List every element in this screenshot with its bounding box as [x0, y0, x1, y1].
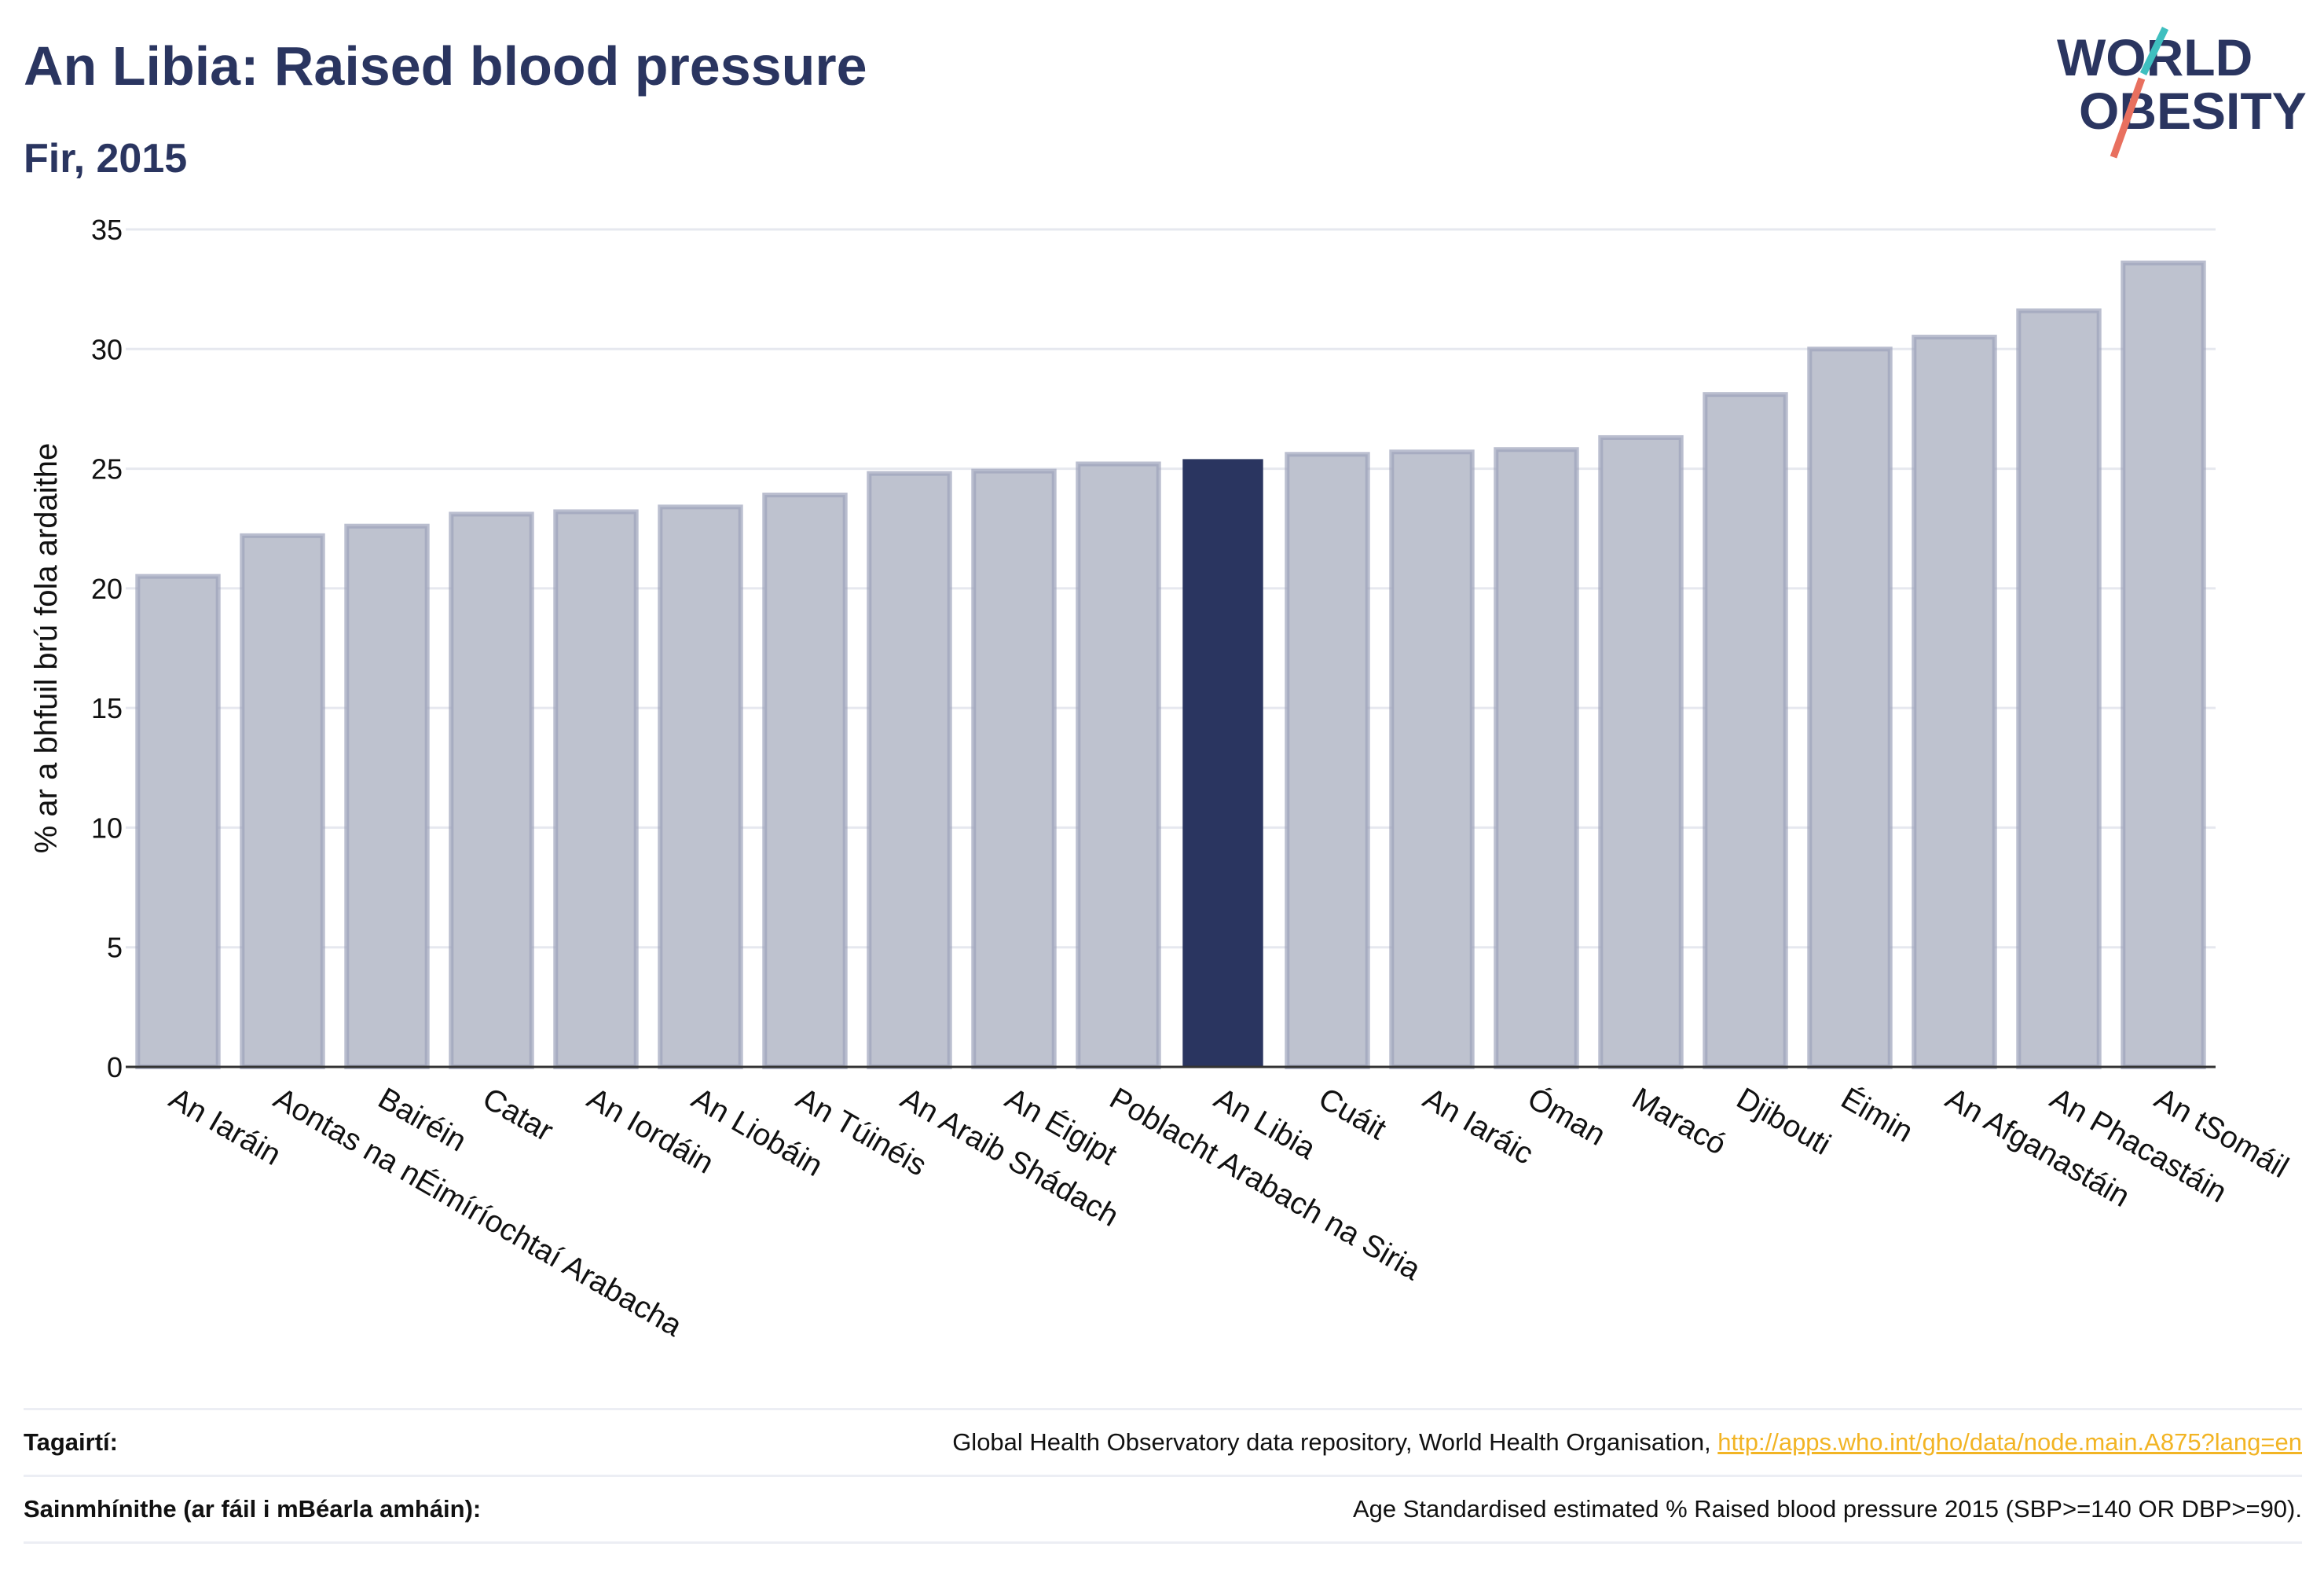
page-subtitle: Fir, 2015 [24, 136, 188, 181]
y-tick-label: 10 [91, 812, 123, 844]
y-tick-label: 30 [91, 333, 123, 365]
bar [1389, 449, 1475, 1069]
bar [240, 533, 325, 1069]
logo-red-slash [2110, 77, 2146, 159]
x-tick-label: Catar [477, 1082, 559, 1149]
y-tick-label: 35 [91, 214, 123, 246]
references-value: Global Health Observatory data repositor… [952, 1428, 2302, 1457]
bar [658, 504, 743, 1069]
bar [449, 511, 534, 1069]
footer-divider-bottom [24, 1541, 2302, 1544]
bar [1598, 434, 1684, 1069]
world-obesity-logo: WORLD OBESITY [2057, 27, 2307, 159]
x-tick-label: An Iaráin [163, 1082, 287, 1172]
bar [135, 574, 221, 1069]
bar [1807, 346, 1893, 1069]
bar [762, 493, 848, 1069]
y-tick-label: 15 [91, 692, 123, 724]
x-tick-label: Maracó [1626, 1082, 1732, 1162]
logo-teal-slash [2139, 27, 2169, 75]
bar [553, 509, 639, 1069]
footer-divider-top [24, 1408, 2302, 1410]
bar [1912, 335, 1997, 1069]
bar [971, 468, 1057, 1069]
bars [135, 260, 2206, 1070]
bar-highlighted [1182, 459, 1263, 1067]
references-text: Global Health Observatory data repositor… [952, 1428, 1718, 1456]
references-link[interactable]: http://apps.who.int/gho/data/node.main.A… [1717, 1428, 2302, 1456]
y-tick-label: 25 [91, 453, 123, 486]
x-tick-label: Cuáit [1313, 1082, 1391, 1147]
y-tick-label: 20 [91, 573, 123, 605]
bar [1494, 447, 1579, 1069]
bar [867, 471, 952, 1069]
y-tick-labels: 0 5 10 15 20 25 30 35 [91, 214, 123, 1083]
bar [1703, 392, 1788, 1069]
definitions-text: Age Standardised estimated % Raised bloo… [1352, 1495, 2302, 1523]
references-row: Tagairtí: Global Health Observatory data… [24, 1410, 2302, 1475]
bar [344, 523, 430, 1069]
bar [2121, 260, 2206, 1069]
x-tick-label: An Phacastáin [2044, 1082, 2232, 1210]
logo-line2: OBESITY [2079, 82, 2307, 140]
bar [1076, 461, 1161, 1069]
x-tick-label: Djibouti [1731, 1082, 1836, 1162]
bar [1285, 452, 1370, 1069]
footer-divider-middle [24, 1475, 2302, 1477]
x-tick-label: An Iaráic [1417, 1082, 1539, 1171]
page-title: An Libia: Raised blood pressure [24, 35, 867, 97]
definitions-label: Sainmhínithe (ar fáil i mBéarla amháin): [24, 1495, 482, 1523]
definitions-row: Sainmhínithe (ar fáil i mBéarla amháin):… [24, 1477, 2302, 1541]
bar [2016, 308, 2102, 1070]
x-tick-label: An Afganastáin [1940, 1082, 2135, 1214]
grid-lines [126, 228, 2216, 949]
y-axis-label: % ar a bhfuil brú fola ardaithe [29, 443, 64, 854]
y-tick-label: 5 [107, 932, 123, 964]
x-tick-label: Éimin [1835, 1082, 1919, 1149]
y-tick-label: 0 [107, 1051, 123, 1083]
references-label: Tagairtí: [24, 1428, 118, 1456]
